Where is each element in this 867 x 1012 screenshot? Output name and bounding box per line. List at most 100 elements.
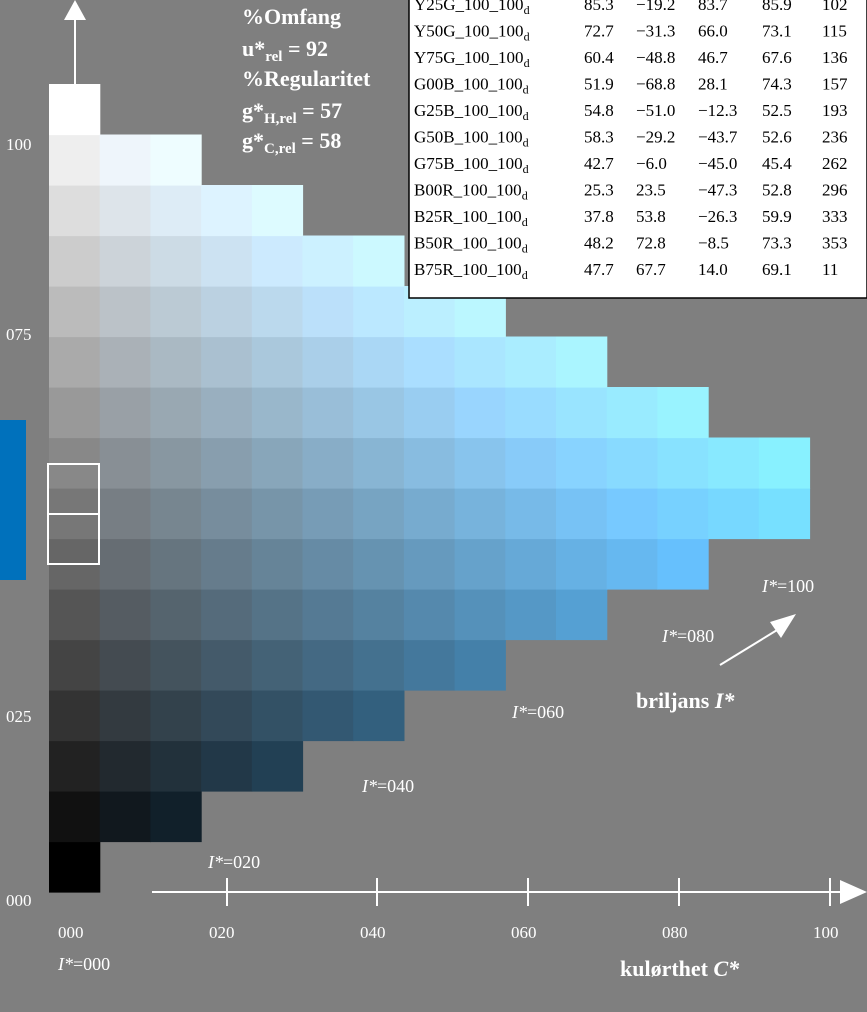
- table-cell-value: 48.2: [584, 234, 614, 253]
- color-patch: [150, 488, 202, 540]
- x-tick-060: 060: [511, 923, 537, 942]
- table-cell-value: 333: [822, 207, 848, 226]
- x-tick-020: 020: [209, 923, 235, 942]
- color-patch: [201, 538, 253, 590]
- color-patch: [353, 235, 405, 287]
- color-patch: [201, 336, 253, 388]
- table-cell-value: 53.8: [636, 207, 666, 226]
- color-patch: [302, 589, 354, 641]
- table-cell-value: −43.7: [698, 128, 738, 147]
- table-cell-value: 52.8: [762, 181, 792, 200]
- color-patch: [99, 134, 151, 186]
- table-cell-value: 28.1: [698, 75, 728, 94]
- highlight-box-lower: [47, 513, 100, 565]
- table-cell-name: B75R_100_100d: [414, 260, 528, 282]
- color-patch: [201, 740, 253, 792]
- table-cell-value: 25.3: [584, 181, 614, 200]
- color-patch: [606, 488, 658, 540]
- color-patch: [403, 538, 456, 590]
- color-patch: [353, 437, 405, 489]
- color-patch: [201, 286, 253, 338]
- color-patch: [150, 235, 202, 287]
- color-patch: [454, 336, 506, 388]
- color-patch: [251, 639, 304, 691]
- table-cell-value: −12.3: [698, 101, 737, 120]
- color-patch: [49, 791, 101, 843]
- table-cell-value: 73.3: [762, 234, 792, 253]
- y-tick-075: 075: [6, 325, 32, 344]
- color-patch: [251, 235, 304, 287]
- color-patch: [99, 488, 151, 540]
- color-patch: [150, 690, 202, 742]
- color-patch: [454, 589, 506, 641]
- table-cell-value: −47.3: [698, 181, 737, 200]
- color-patch: [201, 639, 253, 691]
- table-cell-name: G50B_100_100d: [414, 128, 529, 150]
- color-patch: [99, 336, 151, 388]
- color-patch: [49, 589, 101, 641]
- color-patch: [49, 134, 101, 186]
- color-patch: [150, 134, 202, 186]
- color-patch: [302, 437, 354, 489]
- color-patch: [150, 387, 202, 439]
- table-cell-value: 11: [822, 260, 838, 279]
- color-patch: [556, 538, 608, 590]
- color-patch: [201, 589, 253, 641]
- table-cell-name: Y25G_100_100d: [414, 0, 530, 17]
- color-patch: [505, 336, 557, 388]
- y-axis-arrowhead: [64, 0, 86, 20]
- table-cell-value: 72.7: [584, 22, 614, 41]
- table-cell-value: 115: [822, 22, 847, 41]
- color-patch: [403, 488, 456, 540]
- color-patch: [201, 690, 253, 742]
- table-cell-value: 262: [822, 154, 848, 173]
- table-cell-value: 102: [822, 0, 848, 14]
- table-cell-name: Y75G_100_100d: [414, 48, 530, 70]
- color-patch: [99, 589, 151, 641]
- table-cell-value: 42.7: [584, 154, 614, 173]
- color-patch: [302, 235, 354, 287]
- table-cell-name: Y50G_100_100d: [414, 22, 530, 44]
- y-tick-000: 000: [6, 891, 32, 910]
- y-tick-100: 100: [6, 135, 32, 154]
- y-tick-025: 025: [6, 707, 32, 726]
- color-patch: [606, 387, 658, 439]
- table-cell-value: 23.5: [636, 181, 666, 200]
- color-patch: [49, 336, 101, 388]
- color-patch: [556, 437, 608, 489]
- stat-omfang: %Omfang: [242, 4, 341, 29]
- i-label-060: I*=060: [511, 702, 564, 722]
- table-cell-value: 52.6: [762, 128, 792, 147]
- x-axis-arrowhead: [840, 880, 867, 904]
- table-cell-value: −29.2: [636, 128, 675, 147]
- color-patch: [251, 185, 304, 237]
- table-cell-name: B50R_100_100d: [414, 234, 528, 256]
- table-cell-value: 47.7: [584, 260, 614, 279]
- color-patch: [454, 437, 506, 489]
- stat-gc: g*C,rel = 58: [242, 128, 341, 157]
- table-cell-value: 193: [822, 101, 848, 120]
- color-patch: [201, 235, 253, 287]
- color-patch: [201, 437, 253, 489]
- table-cell-value: 52.5: [762, 101, 792, 120]
- color-patch: [49, 286, 101, 338]
- table-cell-value: 59.9: [762, 207, 792, 226]
- color-patch: [150, 336, 202, 388]
- table-cell-value: 73.1: [762, 22, 792, 41]
- color-patch: [505, 488, 557, 540]
- color-patch: [150, 639, 202, 691]
- table-cell-value: −68.8: [636, 75, 675, 94]
- table-cell-value: 85.3: [584, 0, 614, 14]
- color-patch: [302, 639, 354, 691]
- color-patch: [99, 690, 151, 742]
- color-patch: [150, 538, 202, 590]
- table-cell-name: G25B_100_100d: [414, 101, 529, 123]
- color-patch: [353, 286, 405, 338]
- color-patch-grid: [49, 84, 811, 893]
- color-patch: [99, 791, 151, 843]
- table-cell-value: 51.9: [584, 75, 614, 94]
- color-patch: [251, 387, 304, 439]
- color-patch: [302, 690, 354, 742]
- color-patch: [99, 639, 151, 691]
